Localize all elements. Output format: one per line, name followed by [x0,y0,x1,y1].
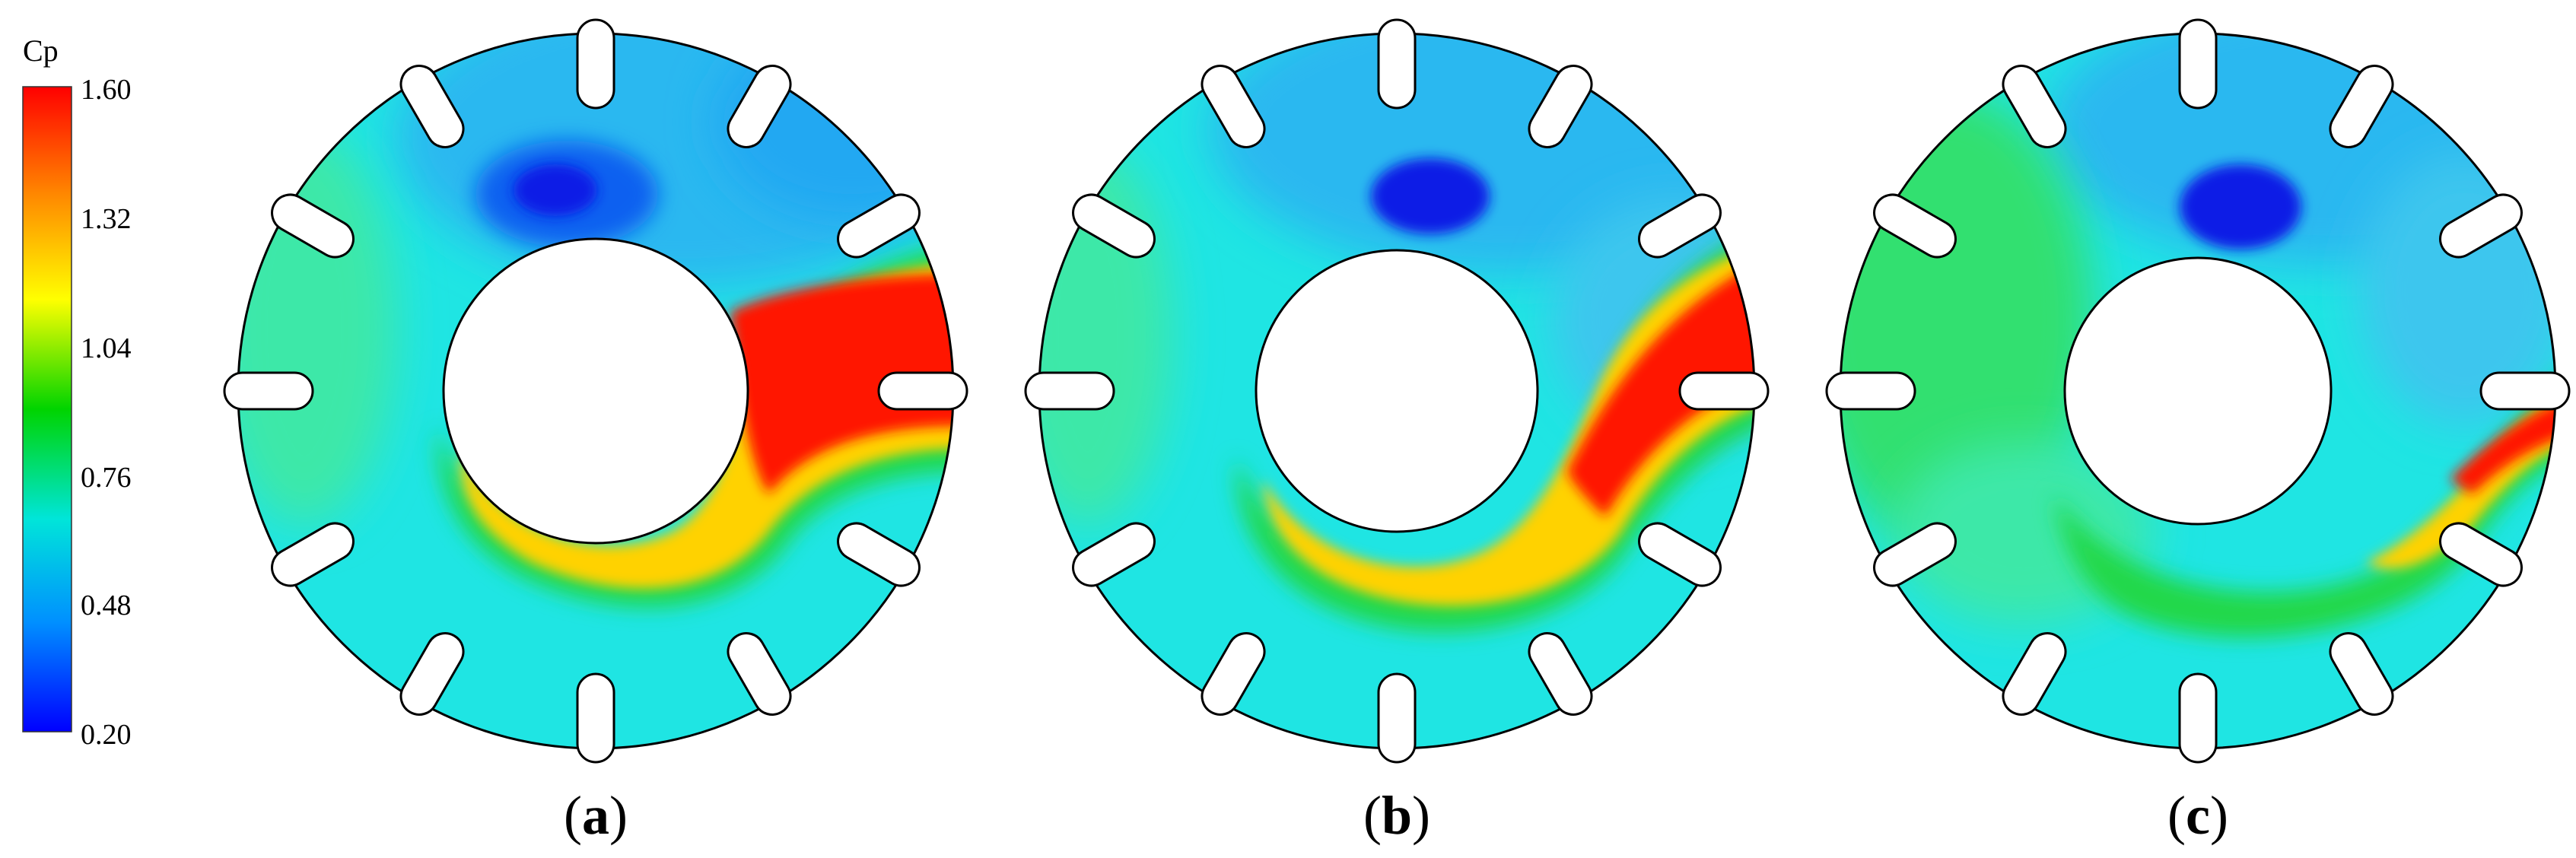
colorbar-tick: 0.20 [81,719,132,751]
contour-panel-a: (a) [223,18,968,846]
contour-panel-c: (c) [1825,18,2571,846]
colorbar-gradient [22,86,72,732]
hub-circle [2063,256,2333,526]
panel-caption-a: (a) [564,785,628,846]
hub-circle [1255,249,1539,533]
colorbar-tick: 1.04 [81,332,132,364]
colorbar-tick: 1.60 [81,74,132,106]
panel-caption-c: (c) [2167,785,2228,846]
colorbar-ticks: 1.60 1.32 1.04 0.76 0.48 0.20 [81,74,132,751]
colorbar-tick: 0.76 [81,462,132,494]
contour-panel-b: (b) [1024,18,1770,846]
colorbar-title: Cp [23,33,59,68]
colorbar-tick: 0.48 [81,589,132,621]
panel-caption-b: (b) [1363,785,1430,846]
colorbar-tick: 1.32 [81,203,132,235]
hub-circle [442,237,749,545]
colorbar: Cp 1.60 1.32 1.04 0.76 0.48 0.20 [22,33,132,751]
